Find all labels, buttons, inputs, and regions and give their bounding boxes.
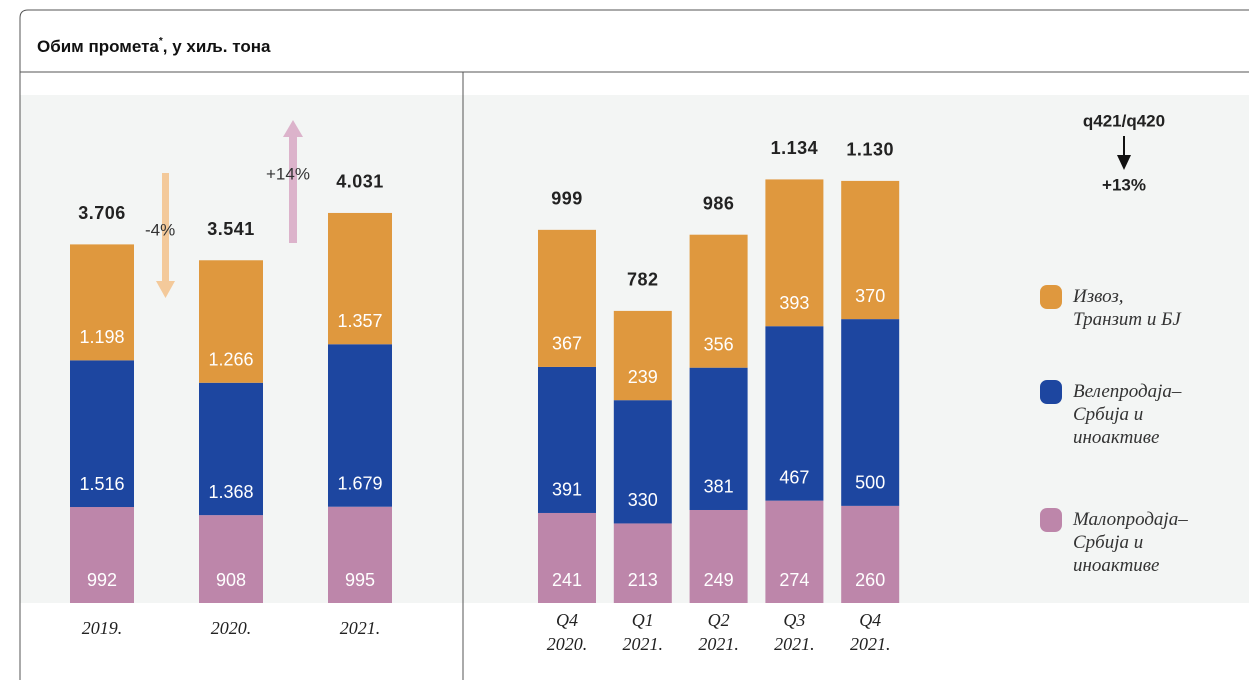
legend-label: Извоз, Транзит и БЈ xyxy=(1073,286,1181,330)
x-tick-label: 2019. xyxy=(82,618,123,638)
bar-segment xyxy=(841,505,900,603)
value-label: 500 xyxy=(855,473,885,493)
total-label: 4.031 xyxy=(336,172,384,192)
x-tick-label: 2021. xyxy=(698,634,739,654)
legend-item: Извоз, Транзит и БЈ xyxy=(1040,285,1240,331)
total-label: 3.706 xyxy=(78,203,126,223)
bar-segment xyxy=(689,367,748,510)
annotation: +14% xyxy=(266,164,310,183)
legend-swatch xyxy=(1040,380,1062,404)
legend-label: Велепродаја– Србија и иноактиве xyxy=(1073,381,1182,448)
x-tick-label: Q3 xyxy=(783,610,805,630)
legend-item: Велепродаја– Србија и иноактиве xyxy=(1040,380,1240,449)
value-label: 367 xyxy=(552,334,582,354)
legend-item: Малопродаја– Србија и иноактиве xyxy=(1040,508,1240,577)
bar-segment xyxy=(328,344,392,507)
value-label: 213 xyxy=(628,570,658,590)
value-label: 1.679 xyxy=(337,473,382,493)
total-label: 999 xyxy=(551,189,583,209)
value-label: 381 xyxy=(704,477,734,497)
bar-segment xyxy=(538,366,596,513)
annotation: +13% xyxy=(1102,175,1146,194)
bar-segment xyxy=(199,260,263,383)
value-label: 393 xyxy=(779,293,809,313)
value-label: 239 xyxy=(628,367,658,387)
bar-segment xyxy=(765,326,824,501)
bar-segment xyxy=(328,212,392,345)
title-text: Обим промета xyxy=(37,37,159,56)
arrow-q xyxy=(1117,136,1131,170)
x-tick-label: 2020. xyxy=(211,618,252,638)
total-label: 3.541 xyxy=(207,219,255,239)
value-label: 995 xyxy=(345,570,375,590)
chart-title: Обим промета*, у хиљ. тона xyxy=(37,36,271,57)
total-label: 986 xyxy=(703,193,735,213)
value-label: 330 xyxy=(628,490,658,510)
value-label: 249 xyxy=(704,570,734,590)
bar-segment xyxy=(613,523,672,603)
x-tick-label: Q4 xyxy=(556,610,578,630)
bar-segment xyxy=(199,515,263,603)
value-label: 370 xyxy=(855,286,885,306)
x-tick-label: 2021. xyxy=(623,634,664,654)
bar-segment xyxy=(538,512,596,603)
bar-segment xyxy=(765,179,824,327)
legend-swatch xyxy=(1040,285,1062,309)
arrow-down xyxy=(156,173,175,298)
annotation: -4% xyxy=(145,220,175,239)
value-label: 241 xyxy=(552,570,582,590)
frame xyxy=(19,9,1249,680)
bar-segment xyxy=(841,180,900,320)
value-label: 1.516 xyxy=(79,474,124,494)
bar-segment xyxy=(841,319,900,506)
x-tick-label: Q2 xyxy=(708,610,730,630)
legend-label: Малопродаја– Србија и иноактиве xyxy=(1073,509,1188,576)
x-tick-label: Q4 xyxy=(859,610,881,630)
bar-segment xyxy=(199,382,263,516)
value-label: 1.368 xyxy=(208,482,253,502)
value-label: 356 xyxy=(704,334,734,354)
bar-segment xyxy=(70,244,134,361)
bar-segment xyxy=(538,229,596,367)
bar-segment xyxy=(689,509,748,603)
value-label: 992 xyxy=(87,570,117,590)
x-tick-label: 2021. xyxy=(774,634,815,654)
bar-segment xyxy=(613,400,672,524)
x-tick-label: 2021. xyxy=(850,634,891,654)
bar-segment xyxy=(70,507,134,603)
annotation: q421/q420 xyxy=(1083,111,1165,130)
total-label: 1.130 xyxy=(846,140,894,160)
bar-segment xyxy=(613,310,672,401)
value-label: 260 xyxy=(855,570,885,590)
value-label: 1.266 xyxy=(208,350,253,370)
x-tick-label: 2020. xyxy=(547,634,588,654)
x-tick-label: Q1 xyxy=(632,610,654,630)
title-unit: , у хиљ. тона xyxy=(163,37,271,56)
legend-swatch xyxy=(1040,508,1062,532)
x-tick-label: 2021. xyxy=(340,618,381,638)
value-label: 391 xyxy=(552,480,582,500)
bar-segment xyxy=(70,360,134,508)
value-label: 1.198 xyxy=(79,327,124,347)
value-label: 1.357 xyxy=(337,311,382,331)
total-label: 782 xyxy=(627,270,659,290)
bar-segment xyxy=(765,500,824,603)
value-label: 908 xyxy=(216,570,246,590)
value-label: 274 xyxy=(779,570,809,590)
footnote-mark: * xyxy=(159,36,163,47)
total-label: 1.134 xyxy=(771,138,819,158)
arrow-up xyxy=(283,120,303,243)
bar-segment xyxy=(328,506,392,603)
bar-segment xyxy=(689,234,748,368)
value-label: 467 xyxy=(779,467,809,487)
